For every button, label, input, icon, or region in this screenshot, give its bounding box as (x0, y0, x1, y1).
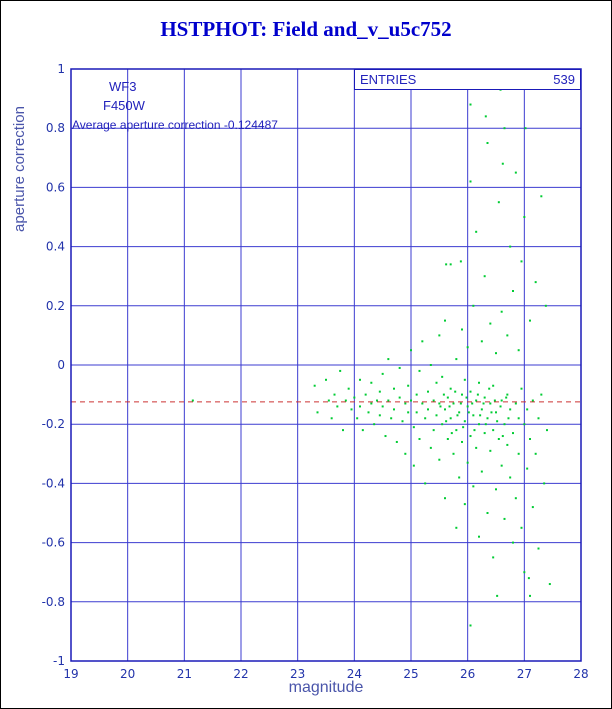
entries-box: ENTRIES 539 (354, 69, 581, 90)
scatter-points (191, 88, 551, 627)
svg-text:0.2: 0.2 (46, 299, 65, 313)
svg-text:21: 21 (177, 667, 192, 681)
svg-text:0.8: 0.8 (46, 121, 65, 135)
x-tick-labels: 19 20 21 22 23 24 25 26 27 28 (63, 667, 588, 681)
svg-text:25: 25 (403, 667, 418, 681)
svg-text:-0.4: -0.4 (42, 476, 65, 490)
svg-text:-0.8: -0.8 (42, 595, 65, 609)
svg-text:1: 1 (57, 62, 65, 76)
svg-text:-1: -1 (53, 654, 65, 668)
average-correction-text: Average aperture correction -0.124487 (72, 118, 278, 132)
svg-text:26: 26 (460, 667, 475, 681)
x-axis-label: magnitude (288, 679, 364, 696)
svg-text:-0.6: -0.6 (42, 536, 65, 550)
svg-text:28: 28 (573, 667, 588, 681)
svg-text:0.4: 0.4 (46, 240, 65, 254)
svg-text:-0.2: -0.2 (42, 417, 65, 431)
grid-lines (70, 68, 582, 662)
entries-label: ENTRIES (360, 72, 417, 87)
plot-border (70, 68, 582, 662)
svg-text:19: 19 (63, 667, 78, 681)
svg-text:24: 24 (347, 667, 362, 681)
svg-text:0: 0 (57, 358, 65, 372)
y-tick-labels: -1 -0.8 -0.6 -0.4 -0.2 0 0.2 0.4 0.6 0.8 1 (42, 62, 65, 668)
y-axis-label: aperture correction (11, 106, 28, 232)
svg-text:27: 27 (517, 667, 532, 681)
entries-count: 539 (553, 72, 575, 87)
camera-label: WF3 (109, 79, 137, 94)
page-title: HSTPHOT: Field and_v_u5c752 (160, 17, 452, 41)
svg-text:0.6: 0.6 (46, 180, 65, 194)
filter-label: F450W (103, 98, 145, 113)
svg-text:22: 22 (233, 667, 248, 681)
svg-text:20: 20 (120, 667, 135, 681)
svg-text:23: 23 (290, 667, 305, 681)
